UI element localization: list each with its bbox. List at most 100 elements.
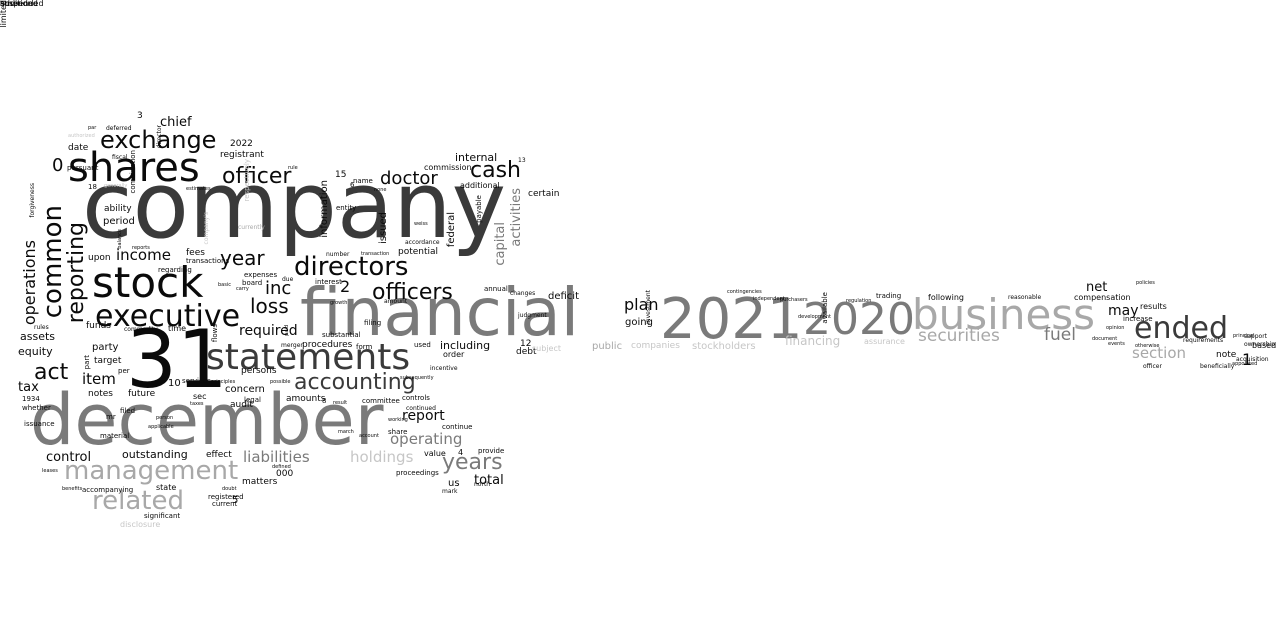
cloud-word: based (1252, 341, 1277, 350)
cloud-word: assets (20, 330, 56, 343)
cloud-word: officer (222, 164, 292, 189)
cloud-word: respectively (243, 159, 251, 202)
cloud-word: significant (144, 512, 181, 520)
cloud-word: contingencies (727, 289, 762, 295)
cloud-word: services (182, 377, 211, 385)
cloud-word: entity (336, 204, 357, 212)
cloud-word: may (1108, 303, 1139, 319)
cloud-word: person (156, 415, 174, 421)
cloud-word: tax (18, 380, 39, 395)
cloud-word: material (100, 432, 130, 440)
cloud-word: officers (372, 280, 453, 305)
cloud-word: 8 (322, 397, 327, 405)
cloud-word: forgiveness (29, 183, 36, 218)
cloud-word: reasonable (1008, 294, 1042, 301)
cloud-word: activities (509, 188, 524, 247)
cloud-word: company (82, 152, 507, 259)
cloud-word: reporting (64, 222, 89, 324)
cloud-word: reports (132, 245, 150, 251)
cloud-word: share (388, 428, 408, 436)
cloud-word: public (592, 341, 623, 352)
cloud-word: capital (493, 222, 508, 266)
cloud-word: income (116, 246, 171, 264)
cloud-word: form (356, 343, 373, 351)
cloud-word: fuel (1044, 325, 1076, 345)
cloud-word: development (798, 314, 831, 320)
cloud-word: filing (364, 319, 382, 327)
cloud-word: debt (516, 347, 537, 357)
cloud-word: 1934 (22, 395, 40, 403)
cloud-word: securities (918, 326, 1000, 346)
cloud-word: ended (1134, 311, 1229, 346)
cloud-word: part (83, 355, 91, 370)
cloud-word: item (82, 370, 116, 388)
cloud-word: management (64, 456, 239, 486)
cloud-word: note (1216, 350, 1237, 360)
cloud-word: name (353, 177, 373, 185)
cloud-word: payable (475, 195, 483, 223)
cloud-word: march (338, 429, 354, 435)
cloud-word: 12 (520, 339, 532, 349)
cloud-word: suspended (0, 0, 44, 8)
cloud-word: loss (250, 294, 289, 318)
cloud-word: requirements (1183, 337, 1224, 344)
cloud-word: order (443, 350, 465, 359)
cloud-word: persons (241, 366, 277, 376)
cloud-word: issuance (24, 420, 55, 428)
cloud-word: result (333, 400, 348, 406)
cloud-word: principal (1233, 333, 1255, 339)
cloud-word: information (319, 180, 330, 238)
cloud-word: operating (390, 430, 463, 448)
cloud-word: events (1108, 341, 1125, 347)
cloud-word: 6 (350, 181, 355, 189)
cloud-word: possible (270, 379, 291, 385)
cloud-word: fiscal (112, 154, 128, 161)
cloud-word: 10 (168, 378, 181, 389)
cloud-word: common (38, 205, 68, 319)
cloud-word: otherwise (1135, 343, 1160, 349)
cloud-word: 2022 (230, 139, 253, 149)
cloud-word: independent (753, 296, 785, 302)
cloud-word: interest (315, 278, 342, 286)
cloud-word: taxes (190, 401, 204, 407)
cloud-word: growth (330, 300, 348, 306)
cloud-word: accompanying (82, 486, 134, 494)
cloud-word: audit (230, 400, 253, 410)
cloud-word: statements (206, 337, 411, 378)
cloud-word: deferred (106, 125, 132, 132)
cloud-word: number (326, 251, 350, 258)
cloud-word: notes (88, 389, 113, 399)
cloud-word: appointed (1232, 361, 1258, 367)
cloud-word: fees (186, 248, 205, 258)
cloud-word: target (94, 356, 122, 366)
cloud-word: controls (402, 394, 430, 402)
cloud-word: net (1086, 280, 1108, 295)
cloud-word: principles (211, 379, 236, 385)
cloud-word: rules (34, 324, 49, 331)
cloud-word: disclosure (120, 520, 161, 529)
cloud-word: flows (211, 324, 219, 343)
cloud-word: year (220, 246, 265, 270)
cloud-word: stockholders (692, 341, 756, 352)
cloud-word: federal (446, 212, 457, 248)
cloud-word: balance (117, 229, 123, 249)
cloud-word: concern (225, 384, 265, 395)
cloud-word: regarding (158, 266, 192, 274)
cloud-word: whether (22, 404, 51, 412)
cloud-word: compensation (1074, 293, 1131, 302)
cloud-word: benefits (62, 486, 83, 492)
cloud-word: executive (95, 299, 241, 334)
cloud-word: financial (300, 274, 580, 351)
cloud-word: time (168, 324, 187, 333)
cloud-word: commodity (124, 326, 158, 333)
cloud-word: years (442, 450, 503, 475)
cloud-word: 18 (88, 183, 97, 191)
cloud-word: par (88, 125, 97, 131)
cloud-word: control (46, 450, 92, 465)
cloud-word: generally (104, 183, 128, 189)
cloud-word: accounting (294, 370, 416, 395)
cloud-word: increase (1123, 315, 1153, 323)
cloud-word: pursuant (67, 164, 99, 172)
cloud-word: going (625, 317, 653, 328)
